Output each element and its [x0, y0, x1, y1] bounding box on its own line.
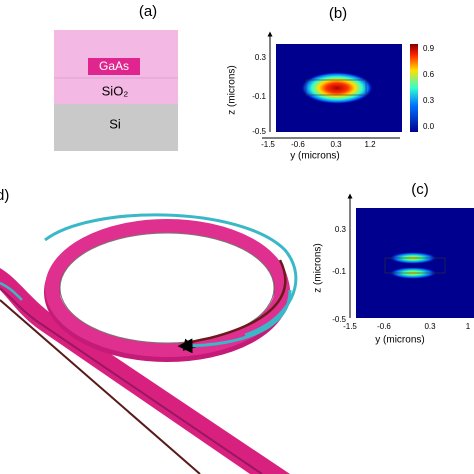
- y-axis-label: y (microns): [375, 335, 424, 346]
- colorbar: [410, 44, 418, 132]
- layer-label: GaAs: [99, 59, 129, 73]
- panel-b: (b): [262, 5, 418, 139]
- ring-inner: [59, 232, 275, 344]
- z-tick-label: 0.3: [255, 53, 267, 62]
- waveguide-outline: [305, 79, 367, 96]
- y-tick-label: 1: [466, 322, 471, 331]
- panel-label: d): [0, 187, 9, 204]
- gaas-layer: [88, 58, 140, 75]
- circulating-light-outer: [177, 289, 292, 354]
- z-axis-label: z (microns): [313, 243, 324, 292]
- ring-top: [45, 219, 289, 357]
- y-tick-label: -0.6: [291, 140, 305, 149]
- z-tick-label: -0.1: [252, 92, 266, 101]
- y-tick-label: -0.6: [377, 322, 391, 331]
- panel-c: (c): [347, 181, 474, 318]
- output-path: [0, 299, 201, 474]
- colorbar-tick-label: 0.6: [423, 70, 435, 79]
- waveguide-outline: [384, 257, 446, 274]
- mode-profile: [301, 72, 373, 104]
- panel-label: (a): [139, 3, 157, 20]
- bus-edge: [0, 287, 263, 474]
- y-tick-label: 0.3: [330, 140, 342, 149]
- layer-label: Si: [109, 116, 121, 131]
- z-tick-label: -0.1: [332, 267, 346, 276]
- y-axis-label: y (microns): [290, 151, 339, 162]
- si-layer: [54, 104, 178, 151]
- z-tick-label: -0.5: [252, 127, 266, 136]
- y-tick-label: 1.2: [364, 140, 376, 149]
- panel-d: d): [0, 187, 298, 474]
- input-path: [0, 281, 23, 301]
- panel-a: (a) GaAs SiO₂ Si: [54, 3, 178, 151]
- z-tick-label: -0.5: [332, 315, 346, 324]
- layer-label: SiO₂: [102, 83, 129, 98]
- y-tick-label: 0.3: [424, 322, 436, 331]
- colorbar-tick-label: 0.0: [423, 122, 435, 131]
- y-tick-label: -1.5: [261, 140, 275, 149]
- z-tick-label: 0.3: [335, 225, 347, 234]
- y-tick-label: -1.5: [343, 322, 357, 331]
- panel-label: (c): [411, 181, 429, 198]
- z-axis-label: z (microns): [227, 65, 238, 114]
- colorbar-tick-label: 0.9: [423, 44, 435, 53]
- panel-label: (b): [329, 5, 347, 22]
- colorbar-tick-label: 0.3: [423, 96, 435, 105]
